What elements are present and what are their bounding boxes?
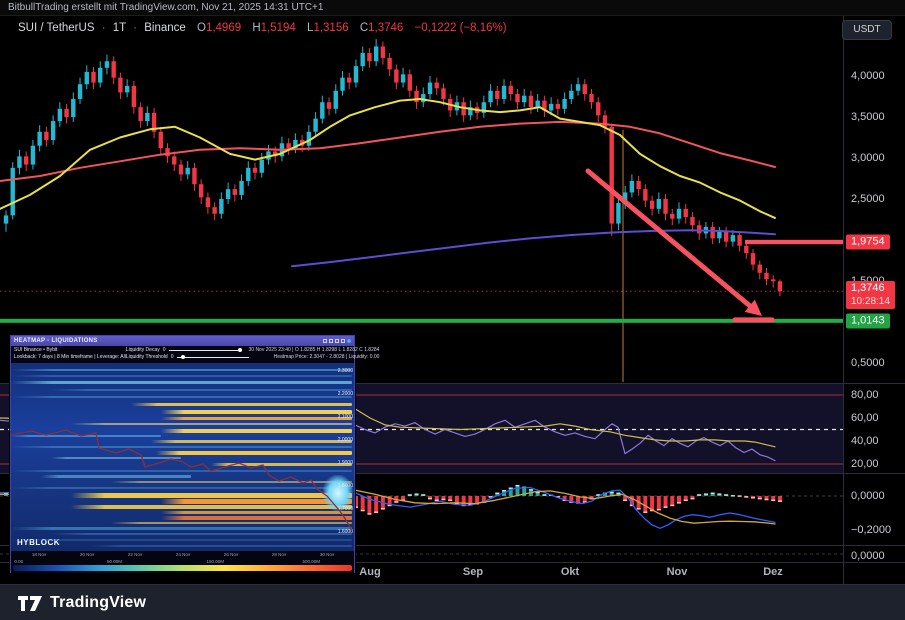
- rsi-scale-tick: 80,00: [851, 389, 879, 401]
- snapshot-attribution-text: BitbullTrading erstellt mit TradingView.…: [8, 2, 324, 13]
- liquidity-threshold-slider[interactable]: Liquidity Threshold 0: [126, 354, 249, 361]
- heatmap-ohlc-info: 30 Nov 2025 23:40 | O 1.8285 H 1.8298 L …: [248, 347, 380, 353]
- window-control-icon[interactable]: [329, 339, 333, 343]
- legend-scale-label: 150.00M: [206, 559, 225, 564]
- legend-scale-label: 50.00M: [107, 559, 123, 564]
- heatmap-date-axis: 18 Nov 20 Nov 22 Nov 24 Nov 26 Nov 28 Nov 30 N…: [11, 551, 354, 559]
- high-value: 1,5194: [260, 22, 296, 34]
- heatmap-overlay-titlebar[interactable]: HEATMAP - LIQUIDATIONS: [11, 336, 354, 346]
- tradingview-logo-icon: [18, 595, 42, 611]
- price-scale-tick: 2,5000: [851, 193, 885, 205]
- liquidity-band: [11, 369, 352, 371]
- heatmap-date-tick: 24 Nov: [175, 552, 191, 557]
- liquidity-band: [11, 381, 352, 384]
- time-axis-month-nov[interactable]: Nov: [666, 566, 688, 578]
- heatmap-overlay-window[interactable]: HEATMAP - LIQUIDATIONS SUI Binance • Byb…: [10, 335, 379, 573]
- currency-toggle-button[interactable]: USDT: [842, 20, 892, 40]
- open-value: 1,4969: [205, 22, 242, 34]
- footer-bar: TradingView: [0, 585, 905, 620]
- legend-scale-label: 500.00M: [302, 559, 321, 564]
- open-label: O: [196, 22, 206, 34]
- close-label: C: [359, 22, 369, 34]
- heatmap-date-tick: 22 Nov: [127, 552, 143, 557]
- heatmap-liquidity-legend: 0.00 50.00M 150.00M 500.00M: [11, 559, 354, 573]
- liquidity-band: [41, 475, 191, 478]
- low-label: L: [307, 22, 314, 34]
- slider-knob[interactable]: [180, 355, 185, 359]
- heatmap-symbol-info: SUI Binance • Bybit: [14, 347, 58, 353]
- hyblock-watermark: HYBLOCK: [17, 538, 61, 547]
- liquidity-band: [11, 375, 352, 377]
- liquidity-band: [111, 481, 352, 483]
- high-label: H: [252, 22, 261, 34]
- timeframe[interactable]: 1T: [112, 22, 126, 34]
- heatmap-date-tick: 20 Nov: [79, 552, 95, 557]
- rsi-scale-tick: 20,00: [851, 458, 879, 470]
- heatmap-price-info: Heatmap Price: 2.3047 - 2.8028 | Liquidi…: [273, 354, 380, 360]
- macd-scale-tick: −0,2000: [851, 524, 892, 536]
- heatmap-date-tick: 30 Nov: [319, 552, 335, 557]
- heatmap-price-tick: 1.8000: [337, 483, 353, 489]
- liquidity-decay-slider[interactable]: Liquidity Decay 0: [126, 347, 249, 354]
- heatmap-window-controls[interactable]: [323, 339, 351, 343]
- heatmap-date-tick: 18 Nov: [31, 552, 47, 557]
- price-scale-tick: 4,0000: [851, 70, 885, 82]
- window-control-icon[interactable]: [323, 339, 327, 343]
- last-price-tag: 1,3746 10:28:14: [846, 281, 895, 310]
- time-axis-month-aug[interactable]: Aug: [359, 566, 381, 578]
- status-dot-icon: [347, 339, 351, 343]
- liquidity-band: [51, 533, 352, 535]
- price-scale-tick: 0,5000: [851, 357, 885, 369]
- time-axis-month-okt[interactable]: Okt: [560, 566, 580, 578]
- symbol-legend[interactable]: SUI / TetherUS · 1T · Binance O1,4969 H1…: [18, 22, 507, 34]
- tradingview-logo[interactable]: TradingView: [18, 594, 146, 612]
- support-price-tag: 1,0143: [846, 313, 890, 329]
- symbol-name[interactable]: SUI / TetherUS: [18, 22, 95, 34]
- heatmap-price-tick: 1.6000: [337, 529, 353, 535]
- slider-knob[interactable]: [237, 348, 242, 352]
- snapshot-toolbar: BitbullTrading erstellt mit TradingView.…: [0, 0, 905, 15]
- window-control-icon[interactable]: [335, 339, 339, 343]
- rsi-scale-tick: 40,00: [851, 435, 879, 447]
- price-scale-tick: 3,5000: [851, 111, 885, 123]
- heatmap-overlay-title: HEATMAP - LIQUIDATIONS: [14, 338, 98, 344]
- macd-scale-tick: 0,0000: [851, 490, 885, 502]
- price-scale-tick: 3,0000: [851, 152, 885, 164]
- time-axis-month-sep[interactable]: Sep: [462, 566, 484, 578]
- liquidity-gradient-bar: [13, 565, 352, 571]
- legend-scale-label: 0.00: [14, 559, 24, 564]
- heatmap-settings-row: SUI Binance • Bybit Lookback: 7 days | 8…: [11, 346, 379, 363]
- low-value: 1,3156: [313, 22, 349, 34]
- liquidity-band: [91, 545, 352, 547]
- resistance-price-tag: 1,9754: [846, 234, 890, 250]
- time-axis-month-dez[interactable]: Dez: [763, 566, 783, 578]
- window-control-icon[interactable]: [341, 339, 345, 343]
- exchange-name: Binance: [144, 22, 186, 34]
- heatmap-lookback-info: Lookback: 7 days | 8 Min timeframe | Lev…: [14, 354, 126, 360]
- indicator-scale-tick: 0,0000: [851, 550, 885, 562]
- liquidity-band: [11, 539, 352, 541]
- tradingview-logo-text: TradingView: [50, 594, 147, 611]
- heatmap-date-tick: 26 Nov: [223, 552, 239, 557]
- change-value: −0,1222 (−8,16%): [414, 22, 507, 34]
- heatmap-price-tick: 2.3000: [337, 368, 353, 374]
- rsi-scale-tick: 60,00: [851, 412, 879, 424]
- liquidation-heatmap[interactable]: HYBLOCK 2.3000 2.2000 2.1000 2.0000 1.9000 1.…: [11, 363, 354, 551]
- heatmap-date-tick: 28 Nov: [271, 552, 287, 557]
- close-value: 1,3746: [368, 22, 404, 34]
